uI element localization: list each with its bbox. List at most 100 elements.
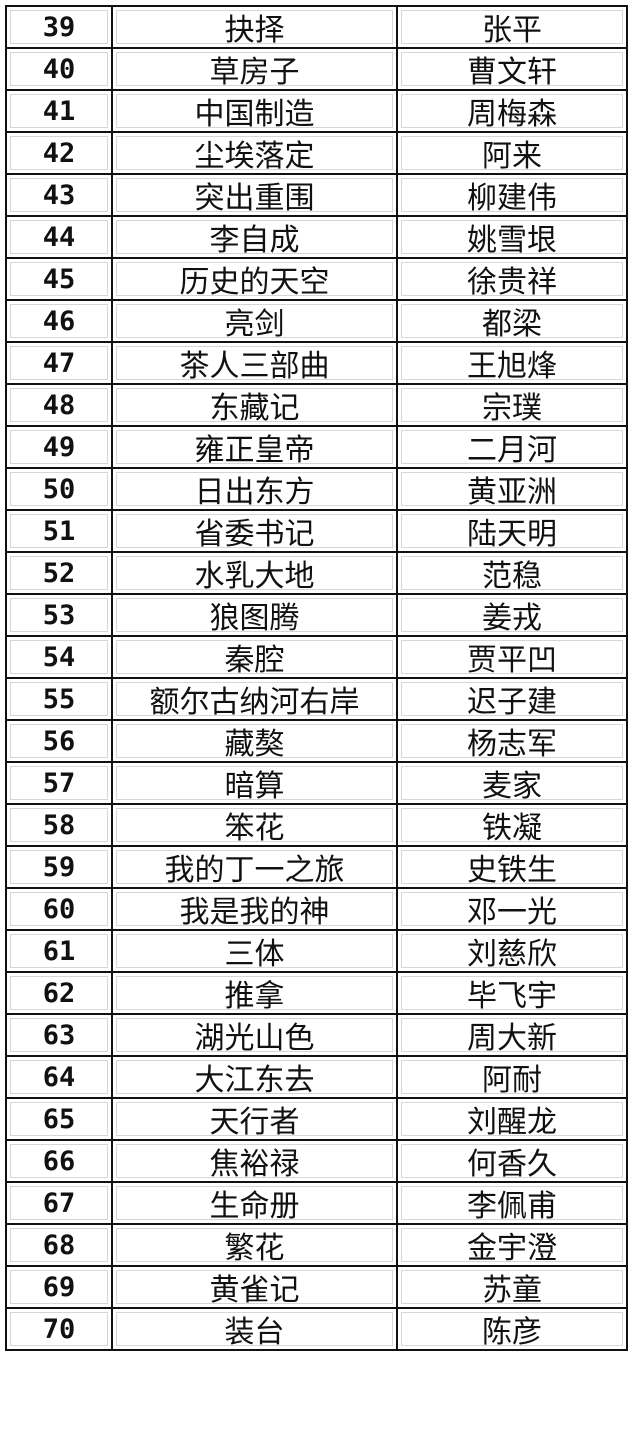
book-title: 历史的天空 [116, 262, 393, 300]
book-title-cell: 大江东去 [111, 1055, 398, 1099]
book-title: 秦腔 [116, 640, 393, 678]
book-title: 生命册 [116, 1186, 393, 1224]
row-number-cell: 64 [5, 1055, 113, 1099]
book-author-cell: 柳建伟 [396, 173, 628, 217]
book-author: 贾平凹 [401, 640, 623, 678]
book-title: 李自成 [116, 220, 393, 258]
row-number: 45 [10, 262, 108, 296]
row-number: 61 [10, 934, 108, 968]
row-number: 49 [10, 430, 108, 464]
row-number-cell: 48 [5, 383, 113, 427]
row-number: 54 [10, 640, 108, 674]
book-table-body: 39 抉择 张平 40 草房子 曹文轩 41 中国制造 周梅森 42 尘埃落定 阿来 43 突出重围 柳建伟… [5, 5, 628, 1351]
book-author: 姜戎 [401, 598, 623, 636]
book-title-cell: 东藏记 [111, 383, 398, 427]
book-author: 黄亚洲 [401, 472, 623, 510]
table-row: 62 推拿 毕飞宇 [5, 971, 628, 1015]
row-number-cell: 41 [5, 89, 113, 133]
book-title: 亮剑 [116, 304, 393, 342]
row-number: 56 [10, 724, 108, 758]
book-author-cell: 苏童 [396, 1265, 628, 1309]
book-author: 张平 [401, 10, 623, 48]
book-title: 中国制造 [116, 94, 393, 132]
book-author-cell: 姚雪垠 [396, 215, 628, 259]
book-title: 装台 [116, 1312, 393, 1350]
table-row: 49 雍正皇帝 二月河 [5, 425, 628, 469]
table-row: 44 李自成 姚雪垠 [5, 215, 628, 259]
book-author-cell: 何香久 [396, 1139, 628, 1183]
table-row: 65 天行者 刘醒龙 [5, 1097, 628, 1141]
book-title-cell: 突出重围 [111, 173, 398, 217]
book-title: 藏獒 [116, 724, 393, 762]
book-title-cell: 狼图腾 [111, 593, 398, 637]
row-number: 57 [10, 766, 108, 800]
row-number-cell: 49 [5, 425, 113, 469]
book-author: 刘醒龙 [401, 1102, 623, 1140]
table-row: 47 茶人三部曲 王旭烽 [5, 341, 628, 385]
book-author: 麦家 [401, 766, 623, 804]
row-number-cell: 50 [5, 467, 113, 511]
row-number-cell: 66 [5, 1139, 113, 1183]
book-author: 徐贵祥 [401, 262, 623, 300]
book-author-cell: 阿耐 [396, 1055, 628, 1099]
book-author-cell: 史铁生 [396, 845, 628, 889]
book-title: 雍正皇帝 [116, 430, 393, 468]
row-number: 62 [10, 976, 108, 1010]
row-number-cell: 46 [5, 299, 113, 343]
book-title-cell: 黄雀记 [111, 1265, 398, 1309]
book-author-cell: 曹文轩 [396, 47, 628, 91]
book-author: 周梅森 [401, 94, 623, 132]
row-number: 69 [10, 1270, 108, 1304]
book-title-cell: 水乳大地 [111, 551, 398, 595]
row-number-cell: 51 [5, 509, 113, 553]
book-author-cell: 金宇澄 [396, 1223, 628, 1267]
row-number: 47 [10, 346, 108, 380]
table-row: 69 黄雀记 苏童 [5, 1265, 628, 1309]
book-author: 邓一光 [401, 892, 623, 930]
row-number-cell: 43 [5, 173, 113, 217]
book-author: 杨志军 [401, 724, 623, 762]
book-author-cell: 周大新 [396, 1013, 628, 1057]
table-row: 68 繁花 金宇澄 [5, 1223, 628, 1267]
book-title-cell: 雍正皇帝 [111, 425, 398, 469]
row-number-cell: 65 [5, 1097, 113, 1141]
row-number: 60 [10, 892, 108, 926]
row-number: 40 [10, 52, 108, 86]
table-row: 40 草房子 曹文轩 [5, 47, 628, 91]
row-number: 39 [10, 10, 108, 44]
row-number-cell: 60 [5, 887, 113, 931]
book-author: 二月河 [401, 430, 623, 468]
book-author: 阿来 [401, 136, 623, 174]
book-author: 迟子建 [401, 682, 623, 720]
book-title-cell: 推拿 [111, 971, 398, 1015]
row-number: 59 [10, 850, 108, 884]
row-number: 52 [10, 556, 108, 590]
book-title: 天行者 [116, 1102, 393, 1140]
row-number: 51 [10, 514, 108, 548]
table-row: 52 水乳大地 范稳 [5, 551, 628, 595]
book-title: 茶人三部曲 [116, 346, 393, 384]
book-author: 史铁生 [401, 850, 623, 888]
table-row: 50 日出东方 黄亚洲 [5, 467, 628, 511]
book-author: 铁凝 [401, 808, 623, 846]
book-title-cell: 日出东方 [111, 467, 398, 511]
book-title-cell: 三体 [111, 929, 398, 973]
row-number: 48 [10, 388, 108, 422]
row-number-cell: 58 [5, 803, 113, 847]
row-number-cell: 63 [5, 1013, 113, 1057]
book-title-cell: 尘埃落定 [111, 131, 398, 175]
book-title: 湖光山色 [116, 1018, 393, 1056]
table-row: 57 暗算 麦家 [5, 761, 628, 805]
book-title: 暗算 [116, 766, 393, 804]
book-title: 日出东方 [116, 472, 393, 510]
book-author-cell: 刘慈欣 [396, 929, 628, 973]
book-title-cell: 李自成 [111, 215, 398, 259]
row-number-cell: 55 [5, 677, 113, 721]
book-title-cell: 暗算 [111, 761, 398, 805]
book-author: 姚雪垠 [401, 220, 623, 258]
book-author: 苏童 [401, 1270, 623, 1308]
book-author: 曹文轩 [401, 52, 623, 90]
row-number: 42 [10, 136, 108, 170]
book-author-cell: 贾平凹 [396, 635, 628, 679]
book-author: 宗璞 [401, 388, 623, 426]
